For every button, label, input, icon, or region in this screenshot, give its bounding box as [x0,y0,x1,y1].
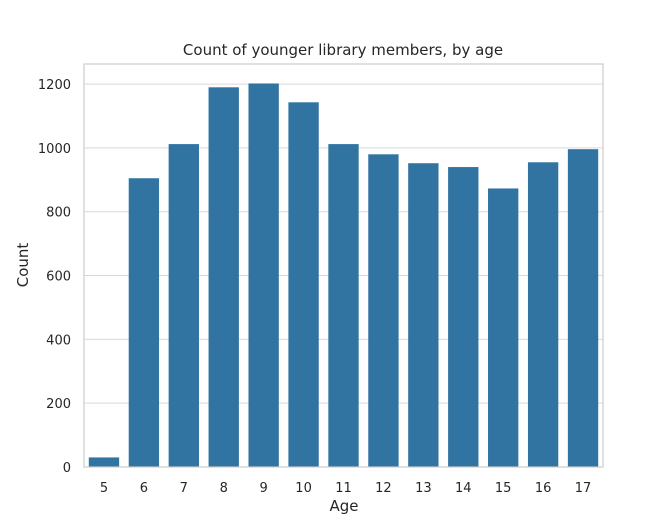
y-tick-label: 1000 [38,142,71,157]
bar-age-12 [368,154,399,467]
y-tick-label: 800 [46,206,71,221]
x-tick-label: 15 [495,481,512,496]
x-tick-label: 7 [180,481,188,496]
x-tick-label: 16 [535,481,552,496]
plot-border [83,63,604,468]
bar-age-16 [527,162,559,468]
bar-age-14 [448,167,479,467]
x-tick-label: 10 [295,481,312,496]
bar-age-15 [488,188,519,467]
x-tick-label: 6 [140,481,148,496]
y-tick-labels: 0 200 400 600 800 1000 1200 [38,78,71,476]
bar-age-8 [208,87,239,467]
x-tick-label: 11 [335,481,352,496]
bar-age-7 [168,144,199,467]
bar-age-9 [248,83,279,467]
bar-age-17 [567,149,599,468]
x-axis-label: Age [329,497,358,515]
bar-age-5 [88,457,120,467]
bars [88,83,599,468]
y-tick-label: 400 [46,333,71,348]
bar-age-13 [408,163,439,467]
y-tick-label: 200 [46,397,71,412]
plot-frame [83,63,604,468]
bar-age-10 [288,102,319,467]
x-tick-label: 12 [375,481,392,496]
y-tick-label: 1200 [38,78,71,93]
bar-age-6 [128,178,160,467]
bar-age-11 [328,144,359,467]
x-tick-labels: 5 6 7 8 9 10 11 12 13 14 15 16 17 [100,481,591,496]
y-tick-label: 0 [63,461,71,476]
chart-title: Count of younger library members, by age [183,41,503,59]
y-axis-label: Count [14,243,32,288]
x-tick-label: 17 [575,481,592,496]
x-tick-label: 5 [100,481,108,496]
x-tick-label: 9 [260,481,268,496]
y-tick-label: 600 [46,270,71,285]
x-tick-label: 14 [455,481,472,496]
x-tick-label: 8 [220,481,228,496]
x-tick-label: 13 [415,481,432,496]
